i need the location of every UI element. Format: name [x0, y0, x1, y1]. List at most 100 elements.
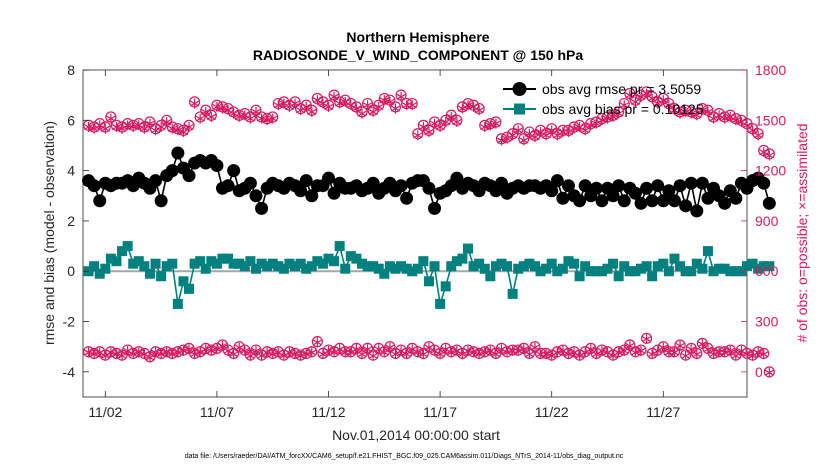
- rmse-point: [595, 194, 609, 208]
- obs-assimilated-point: [441, 116, 451, 127]
- bias-point: [457, 253, 468, 264]
- bias-point: [334, 241, 345, 252]
- obs-assimilated-point: [692, 110, 702, 121]
- rmse-point: [701, 191, 715, 205]
- obs-assimilated-point: [307, 106, 317, 117]
- rmse-point: [422, 181, 436, 195]
- bias-point: [144, 268, 155, 279]
- obs-assimilated-point: [586, 120, 596, 131]
- y-tick-label-right: 1800: [755, 62, 786, 78]
- bias-point: [680, 266, 691, 277]
- bias-point: [652, 261, 663, 272]
- obs-assimilated-point: [111, 349, 122, 360]
- obs-assimilated-point: [491, 118, 501, 129]
- bias-point: [117, 246, 128, 257]
- obs-assimilated-point: [290, 98, 300, 109]
- x-tick-label: 11/07: [200, 404, 234, 420]
- obs-assimilated-point: [614, 347, 624, 358]
- bias-point: [585, 266, 596, 277]
- obs-assimilated-point: [385, 96, 395, 107]
- bias-point: [396, 261, 407, 272]
- obs-assimilated-point: [167, 123, 177, 134]
- rmse-point: [87, 179, 101, 193]
- y-tick-label-right: 1200: [755, 163, 786, 179]
- bias-point: [563, 256, 574, 267]
- bias-point: [658, 258, 669, 269]
- obs-assimilated-point: [630, 96, 641, 107]
- bias-point: [128, 258, 139, 269]
- y-axis-label-left: rmse and bias (model - observation): [41, 121, 57, 345]
- y-tick-label-left: -2: [63, 314, 76, 330]
- bias-point: [89, 261, 100, 272]
- rmse-point: [656, 194, 670, 208]
- bias-point: [356, 258, 367, 269]
- obs-assimilated-point: [134, 347, 144, 358]
- bias-point: [195, 256, 206, 267]
- obs-assimilated-point: [273, 100, 283, 111]
- bias-point: [256, 258, 267, 269]
- obs-assimilated-point: [463, 345, 473, 356]
- obs-assimilated-point: [173, 125, 183, 136]
- obs-assimilated-point: [374, 101, 384, 112]
- obs-assimilated-point: [106, 113, 116, 124]
- rmse-point: [561, 179, 575, 193]
- bias-point: [691, 258, 702, 269]
- obs-assimilated-point: [686, 108, 696, 119]
- obs-assimilated-point: [357, 349, 367, 360]
- rmse-point: [249, 189, 263, 203]
- x-tick-label: 11/27: [646, 404, 680, 420]
- bias-point: [719, 263, 730, 274]
- rmse-point: [645, 194, 659, 208]
- bias-point: [725, 266, 736, 277]
- bias-point: [284, 258, 295, 269]
- obs-assimilated-point: [256, 113, 267, 124]
- bias-point: [351, 253, 362, 264]
- bias-point: [451, 256, 462, 267]
- bias-point: [440, 281, 451, 292]
- rmse-point: [450, 171, 464, 185]
- rmse-point: [182, 169, 196, 183]
- rmse-point: [606, 189, 620, 203]
- obs-assimilated-point: [268, 349, 278, 360]
- bias-point: [496, 258, 507, 269]
- bias-point: [663, 266, 674, 277]
- obs-assimilated-point: [407, 100, 417, 111]
- obs-assimilated-point: [156, 349, 166, 360]
- bias-point: [423, 276, 434, 287]
- bias-point: [373, 263, 384, 274]
- obs-assimilated-point: [708, 349, 719, 360]
- obs-assimilated-point: [401, 349, 412, 360]
- legend-rmse-marker: [512, 82, 527, 96]
- obs-assimilated-point: [251, 106, 261, 117]
- obs-assimilated-point: [697, 105, 708, 116]
- bias-point: [742, 261, 752, 272]
- bias-point: [552, 266, 563, 277]
- bias-point: [580, 261, 591, 272]
- bias-point: [624, 266, 635, 277]
- obs-assimilated-point: [201, 344, 211, 355]
- bias-point: [446, 261, 457, 272]
- obs-assimilated-point: [619, 100, 629, 111]
- rmse-point: [327, 186, 341, 200]
- obs-assimilated-point: [586, 344, 596, 355]
- bias-point: [184, 283, 195, 294]
- rmse-point: [545, 184, 559, 198]
- bias-point: [211, 258, 222, 269]
- obs-assimilated-point: [111, 122, 122, 133]
- obs-assimilated-point: [485, 120, 495, 131]
- obs-assimilated-point: [703, 344, 713, 355]
- bias-series: [83, 241, 775, 309]
- bias-point: [301, 263, 312, 274]
- obs-assimilated-point: [128, 122, 138, 133]
- obs-assimilated-point: [720, 113, 730, 124]
- obs-assimilated-point: [703, 106, 713, 117]
- obs-assimilated-point: [206, 111, 216, 122]
- bias-point: [200, 263, 211, 274]
- rmse-point: [210, 159, 224, 173]
- bias-point: [239, 261, 250, 272]
- bias-point: [172, 298, 183, 309]
- rmse-point: [662, 184, 676, 198]
- legend-rmse-label: obs avg rmse pr = 3.5059: [542, 81, 701, 97]
- bias-point: [596, 266, 607, 277]
